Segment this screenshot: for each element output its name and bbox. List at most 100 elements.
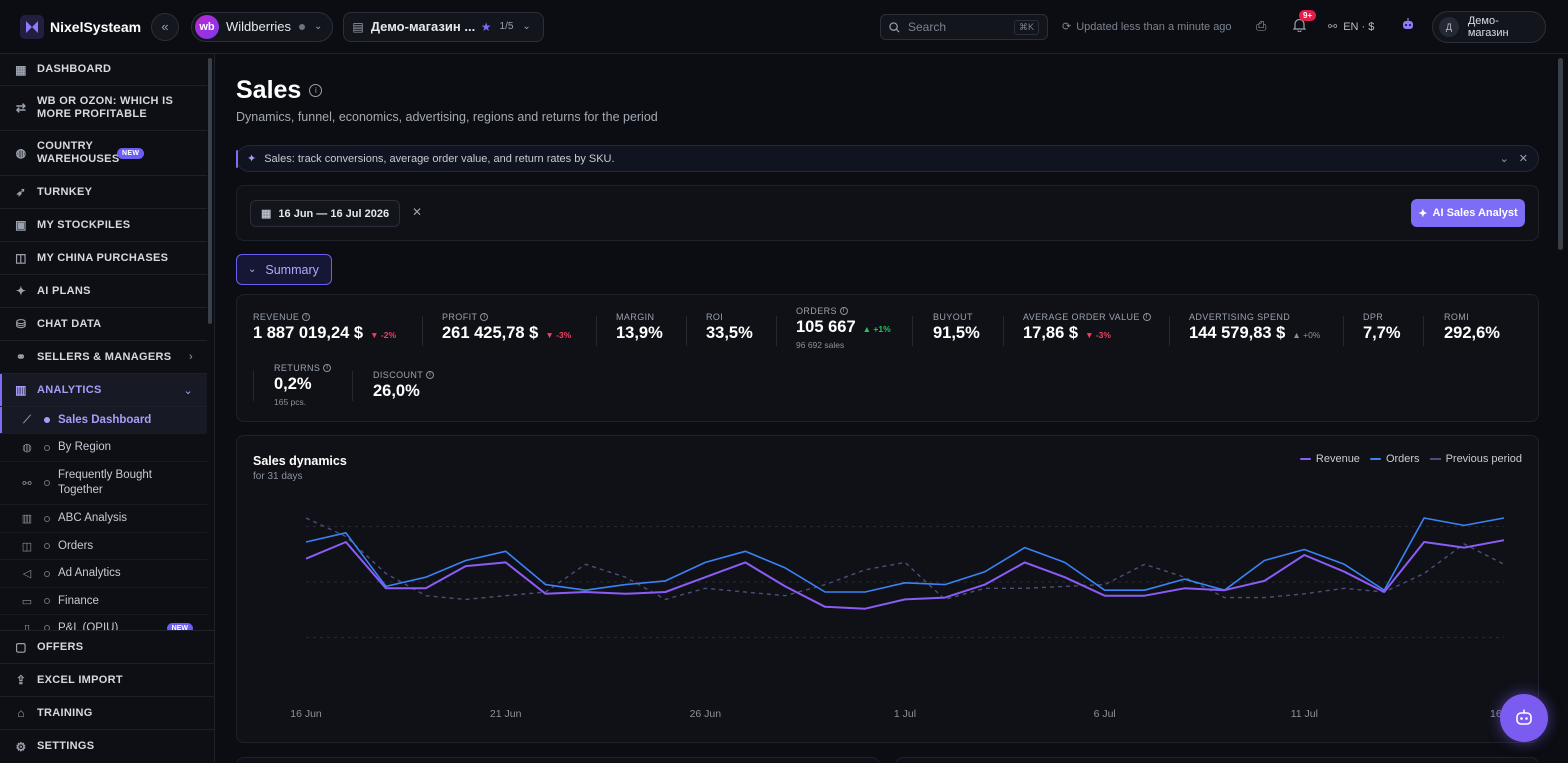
search-icon	[889, 21, 900, 33]
robot-icon	[1516, 709, 1532, 725]
divider	[1423, 316, 1424, 346]
divider	[253, 371, 254, 401]
sidebar-item-wb-or-ozon[interactable]: ⇄ WB or OZON: which is more profitable	[0, 86, 207, 131]
sidebar-item-country-warehouses[interactable]: ◍ Country warehouses NEW	[0, 131, 207, 176]
update-status: ⟳ Updated less than a minute ago	[1062, 20, 1232, 34]
sidebar-sub-sales-dashboard[interactable]: ⟋ Sales Dashboard	[0, 407, 207, 434]
sidebar-item-label: Offers	[37, 640, 84, 653]
user-menu[interactable]: Д Демо-магазин	[1432, 11, 1546, 43]
marketplace-name: Wildberries	[226, 19, 292, 34]
info-icon[interactable]: i	[323, 364, 332, 372]
sidebar-sub-orders[interactable]: ◫ Orders	[0, 533, 207, 560]
double-chevron-left-icon: «	[161, 19, 169, 34]
sales-dynamics-chart: Sales dynamics for 31 days Revenue Order…	[236, 435, 1539, 743]
summary-label: Summary	[265, 262, 319, 277]
sidebar-sub-ad-analytics[interactable]: ◁ Ad Analytics	[0, 560, 207, 588]
database-icon: ⛁	[15, 317, 27, 331]
sidebar-item-label: Chat data	[37, 317, 102, 330]
metric-roi: ROI 33,5%	[706, 312, 753, 343]
sidebar-item-label: Country warehouses	[37, 140, 120, 165]
series-line-previous-period[interactable]	[305, 517, 1505, 601]
metric-label: ROMI	[1444, 312, 1470, 322]
sidebar-item-excel-import[interactable]: ⇪ Excel import	[0, 664, 214, 697]
info-icon[interactable]: i	[480, 313, 489, 321]
metric-value: 17,86 $	[1023, 324, 1079, 342]
sidebar-item-settings[interactable]: ⚙ Settings	[0, 730, 214, 763]
sidebar-item-chat-data[interactable]: ⛁ Chat data	[0, 308, 207, 341]
sidebar-item-label: AI plans	[37, 284, 91, 297]
new-badge: NEW	[166, 622, 193, 632]
date-range-picker[interactable]: ▦ 16 Jun — 16 Jul 2026	[250, 200, 401, 227]
close-icon[interactable]: ✕	[1518, 153, 1528, 165]
sidebar-item-dashboard[interactable]: ▦ Dashboard	[0, 54, 207, 86]
sidebar-sub-finance[interactable]: ▭ Finance	[0, 588, 207, 615]
chart-subtitle: for 31 days	[253, 471, 303, 482]
sidebar-item-label: Dashboard	[37, 63, 112, 75]
series-line-revenue[interactable]	[305, 539, 1505, 610]
sidebar-sub-label: Finance	[58, 594, 99, 607]
sidebar-item-training[interactable]: ⌂ Training	[0, 697, 214, 730]
metric-label: Buyout	[933, 312, 973, 322]
info-icon[interactable]: i	[426, 371, 435, 379]
chevron-down-icon: ⌄	[248, 264, 257, 275]
info-icon[interactable]: i	[302, 313, 311, 321]
info-icon[interactable]: i	[309, 84, 323, 97]
sidebar-item-sellers-managers[interactable]: ⚭ Sellers & managers ›	[0, 341, 207, 374]
grid-icon: ▦	[15, 62, 27, 77]
page-title-text: Sales	[236, 76, 302, 104]
sidebar-item-label: Training	[37, 706, 93, 719]
clear-date-icon[interactable]: ✕	[412, 205, 423, 219]
divider	[1003, 316, 1004, 346]
summary-toggle-button[interactable]: ⌄ Summary	[236, 254, 332, 285]
sidebar-sub-abc-analysis[interactable]: ▥ ABC Analysis	[0, 505, 207, 533]
refresh-icon[interactable]: ⟳	[1062, 21, 1072, 33]
series-line-orders[interactable]	[305, 517, 1505, 593]
metric-margin: Margin 13,9%	[616, 312, 663, 343]
legend-swatch	[1429, 458, 1441, 460]
sidebar-item-my-china-purchases[interactable]: ◫ My China purchases	[0, 242, 207, 275]
main-scrollbar[interactable]	[1558, 58, 1563, 250]
metric-value: 105 667	[796, 318, 856, 336]
metric-label: Advertising spend	[1189, 312, 1291, 322]
sidebar-sub-frequently-bought-together[interactable]: ⚯ Frequently Bought Together	[0, 462, 207, 505]
metric-value: 144 579,83 $	[1189, 324, 1286, 342]
sidebar-item-offers[interactable]: ▢ Offers	[0, 631, 214, 664]
metric-sub: 165 pcs.	[274, 397, 307, 407]
metric-advertising-spend: Advertising spend 144 579,83 $ ▲ +0%	[1189, 312, 1320, 343]
sidebar-item-label: Sellers & managers	[37, 350, 172, 363]
info-icon[interactable]: i	[1142, 313, 1151, 321]
legend-item-orders[interactable]: Orders	[1369, 453, 1420, 465]
sidebar-scrollbar[interactable]	[208, 58, 212, 324]
ai-sales-analyst-button[interactable]: ✦ AI Sales Analyst	[1411, 199, 1525, 227]
sidebar-sub-by-region[interactable]: ◍ By Region	[0, 434, 207, 462]
star-icon[interactable]: ★	[480, 19, 492, 34]
search-input[interactable]: Search ⌘K	[880, 14, 1048, 40]
store-icon: ▤	[352, 19, 364, 34]
metric-label: DPR	[1363, 312, 1384, 322]
ai-sales-analyst-label: AI Sales Analyst	[1432, 207, 1518, 219]
app-logo[interactable]: NixelSysteam	[20, 14, 148, 39]
info-icon[interactable]: i	[839, 307, 848, 315]
sidebar-item-ai-plans[interactable]: ✦ AI plans	[0, 275, 207, 308]
store-selector[interactable]: ▤ Демо-магазин ... ★ 1/5 ⌄	[343, 11, 544, 42]
robot-icon[interactable]	[1401, 18, 1415, 34]
chevron-down-icon: ⌄	[183, 384, 193, 397]
sidebar-item-analytics[interactable]: ▥ Analytics ⌄	[0, 374, 207, 407]
chart-title: Sales dynamics	[253, 454, 347, 468]
language-currency-selector[interactable]: ⚯ EN · $	[1328, 20, 1374, 34]
tip-text: Sales: track conversions, average order …	[264, 152, 615, 165]
marketplace-selector[interactable]: wb Wildberries ⌄	[191, 11, 334, 42]
sidebar-item-my-stockpiles[interactable]: ▣ My stockpiles	[0, 209, 207, 242]
sliders-icon: ⚯	[1328, 21, 1338, 33]
assistant-fab[interactable]	[1500, 694, 1548, 742]
chevron-down-icon[interactable]: ⌄	[1499, 153, 1509, 165]
divider	[1169, 316, 1170, 346]
legend-item-revenue[interactable]: Revenue	[1299, 453, 1360, 465]
sidebar-item-label: Settings	[37, 740, 95, 752]
sidebar-item-turnkey[interactable]: ➶ Turnkey	[0, 176, 207, 209]
legend-item-previous-period[interactable]: Previous period	[1429, 453, 1522, 465]
page-title: Sales i	[236, 76, 323, 105]
print-icon[interactable]: ⎙	[1256, 18, 1267, 33]
collapse-sidebar-button[interactable]: «	[151, 12, 179, 41]
